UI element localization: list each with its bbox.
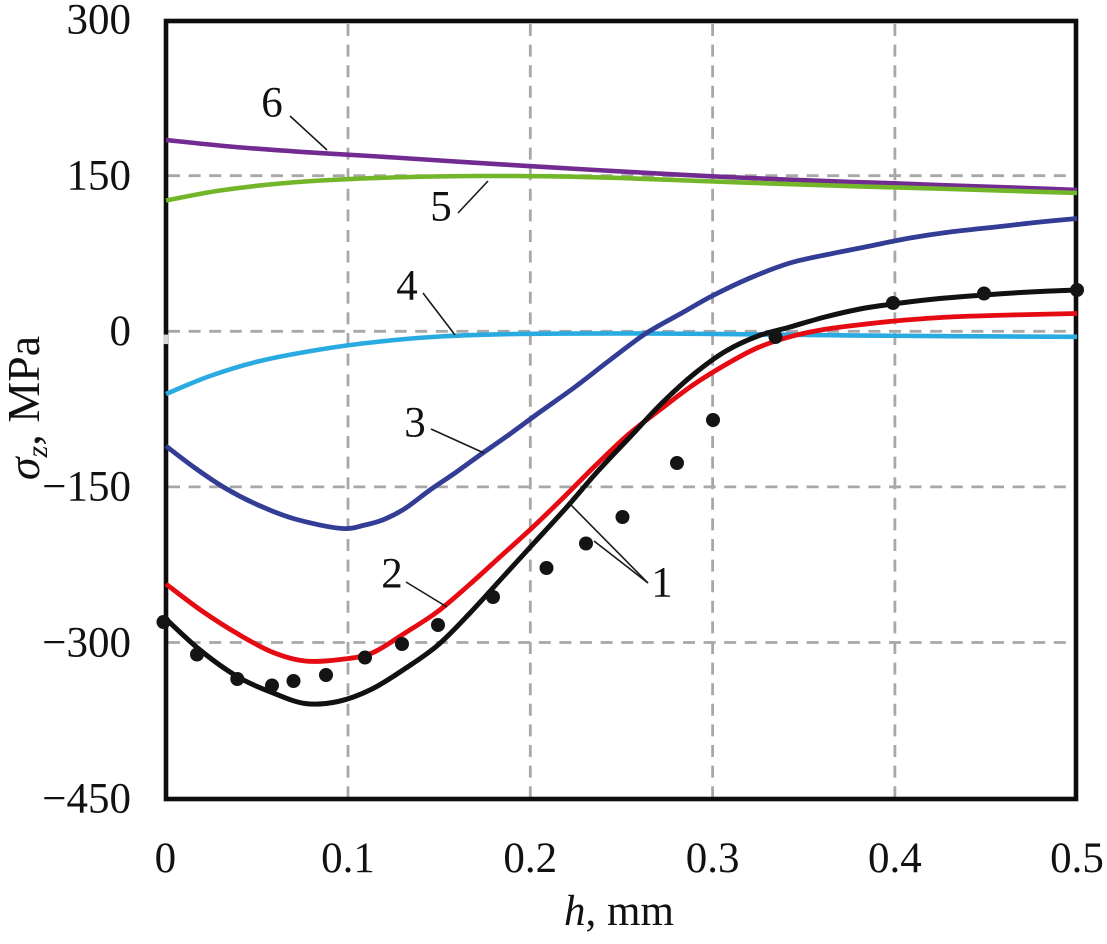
- svg-text:6: 6: [261, 80, 283, 127]
- svg-text:0: 0: [155, 835, 177, 882]
- svg-text:−150: −150: [42, 464, 131, 511]
- svg-text:σz, MPa: σz, MPa: [0, 336, 54, 480]
- svg-text:0.2: 0.2: [503, 835, 557, 882]
- svg-text:1: 1: [651, 560, 673, 607]
- svg-text:0.4: 0.4: [868, 835, 922, 882]
- svg-text:0: 0: [110, 308, 132, 355]
- svg-text:−300: −300: [42, 620, 131, 667]
- svg-text:0.3: 0.3: [686, 835, 740, 882]
- svg-text:5: 5: [430, 184, 452, 231]
- svg-text:300: 300: [67, 0, 132, 44]
- svg-text:h, mm: h, mm: [564, 888, 674, 935]
- svg-text:0.5: 0.5: [1050, 835, 1104, 882]
- svg-text:3: 3: [404, 400, 426, 447]
- svg-text:4: 4: [396, 263, 418, 310]
- svg-text:2: 2: [381, 551, 403, 598]
- svg-text:0.1: 0.1: [321, 835, 375, 882]
- svg-text:−450: −450: [42, 776, 131, 823]
- svg-text:150: 150: [67, 153, 132, 200]
